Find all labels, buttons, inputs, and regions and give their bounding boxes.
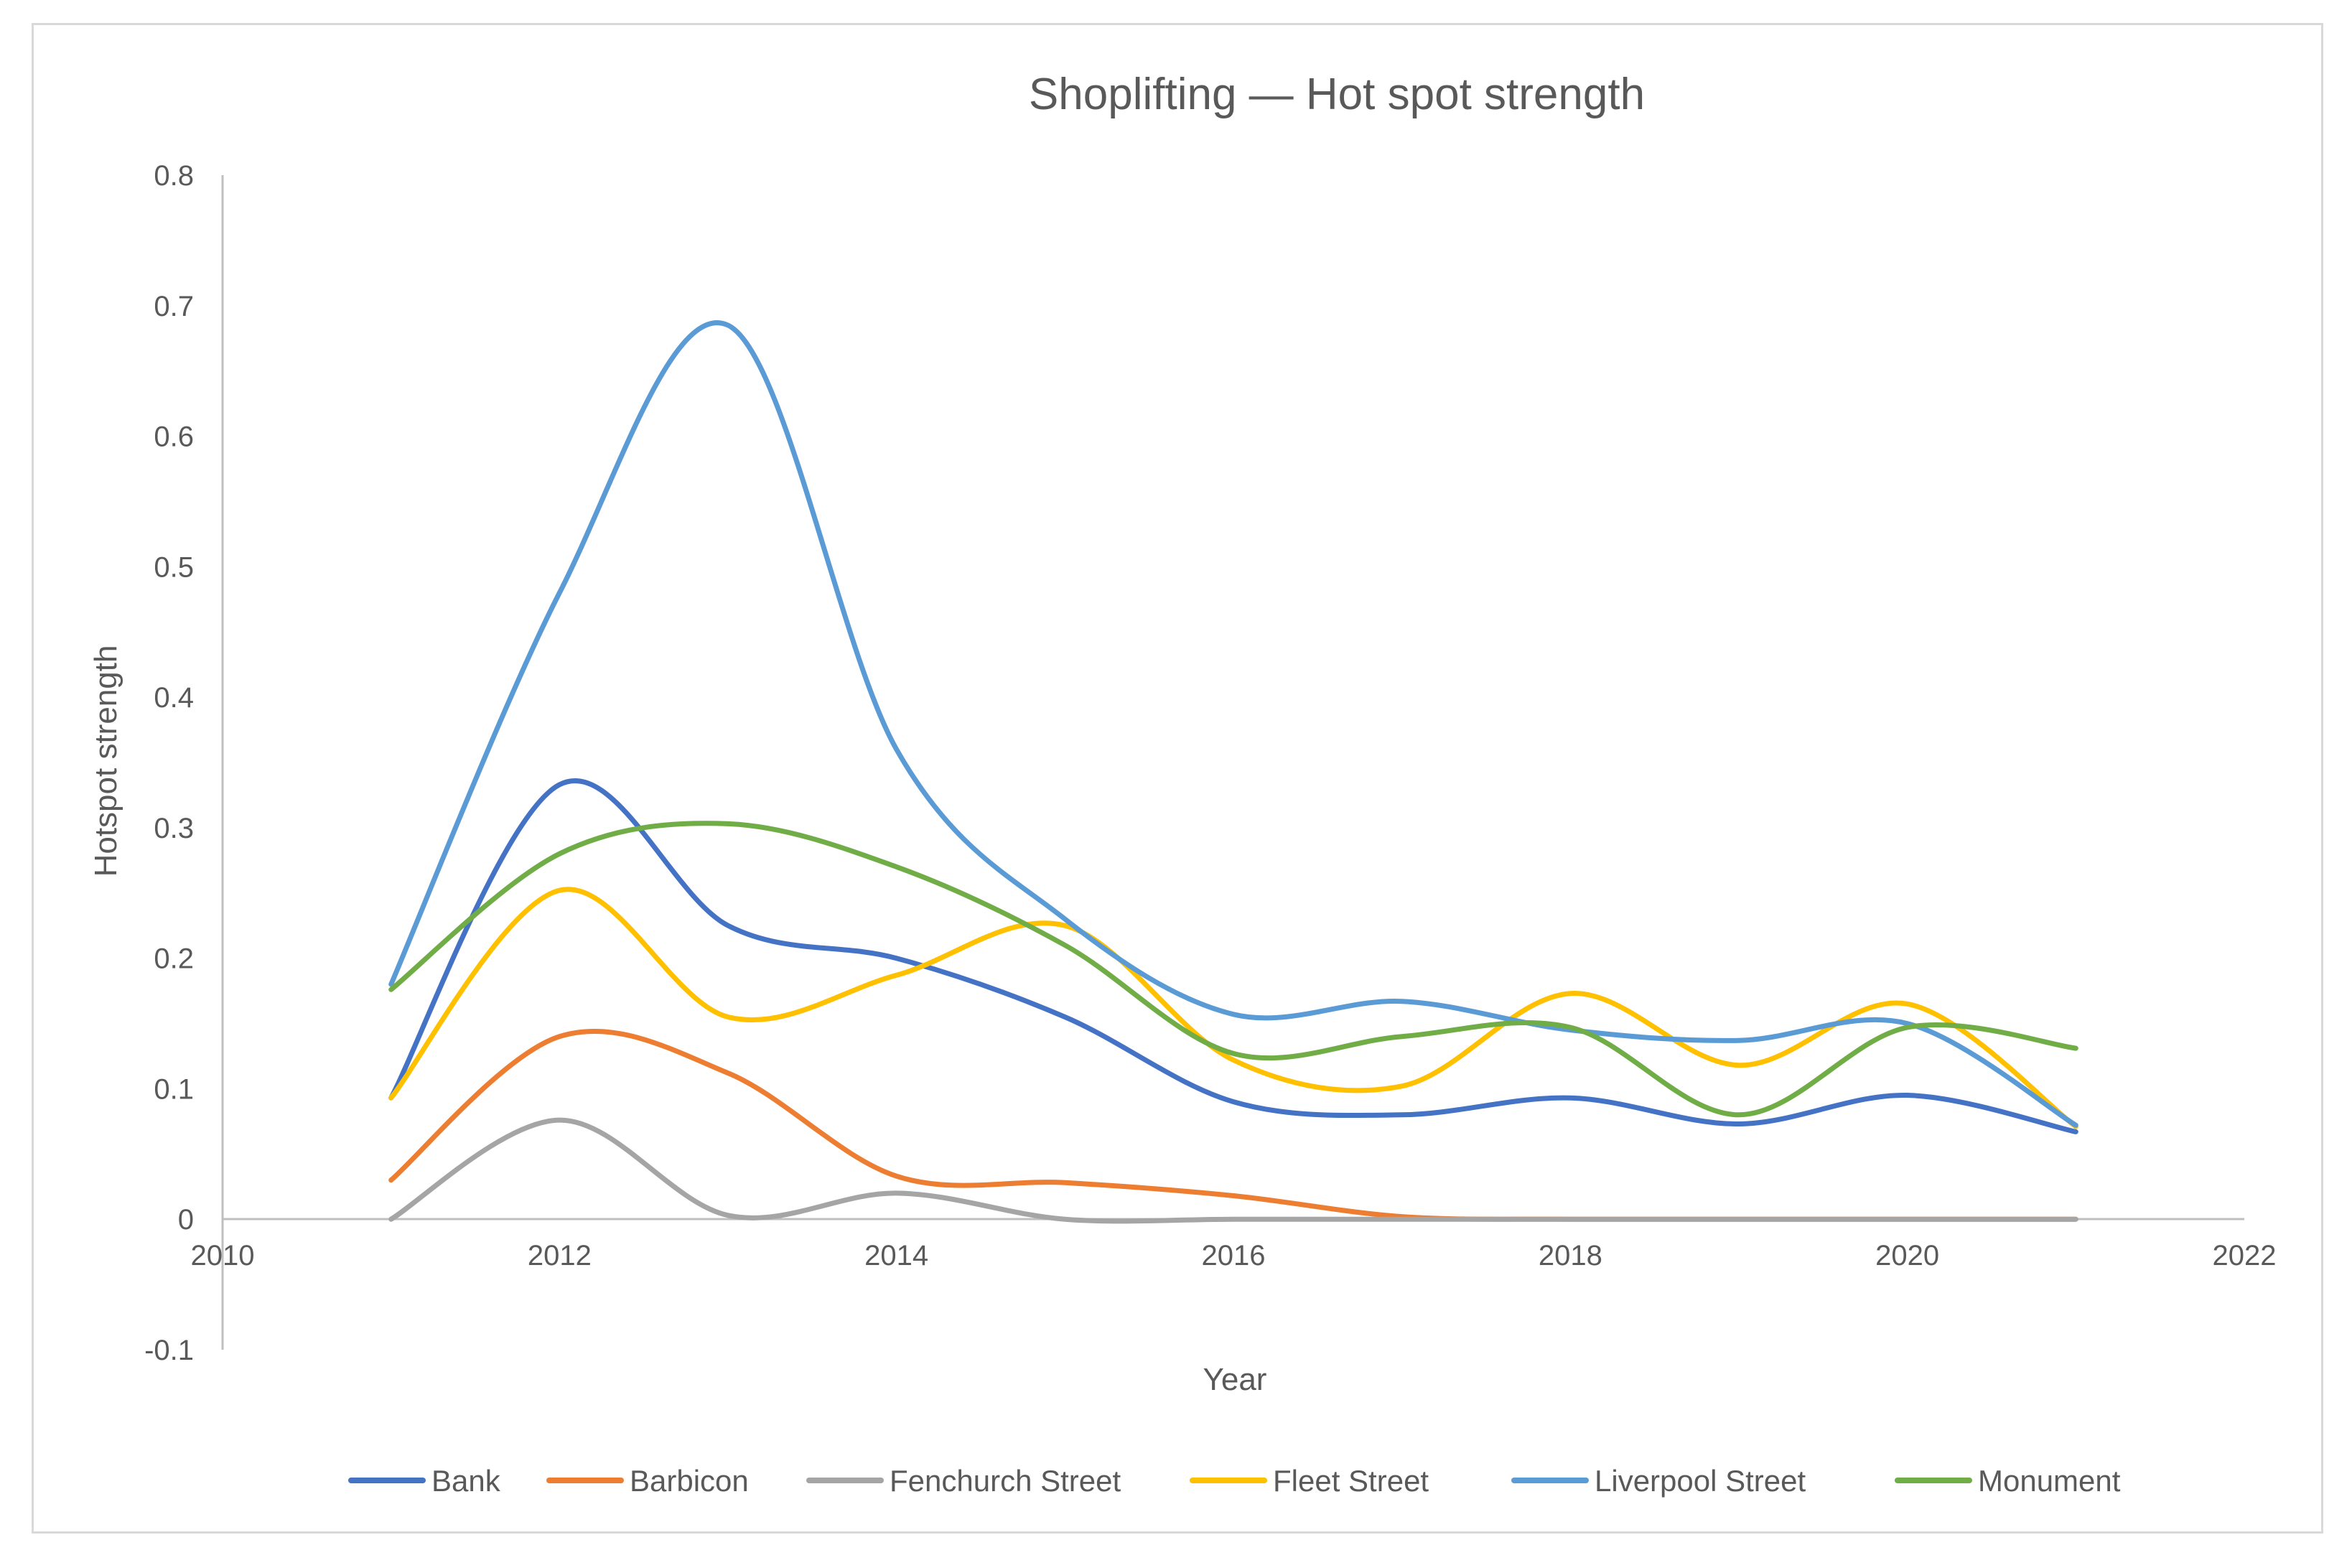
x-tick-labels: 2010 2012 2014 2016 2018 2020 2022 [191,1240,2277,1271]
y-tick-label: -0.1 [144,1335,194,1366]
legend-label: Fenchurch Street [890,1464,1121,1498]
legend-item-fenchurch-street[interactable]: Fenchurch Street [806,1464,1121,1498]
legend-label: Monument [1978,1464,2121,1498]
legend-label: Bank [431,1464,501,1498]
x-axis-title: Year [1203,1362,1267,1397]
legend[interactable]: Bank Barbicon Fenchurch Street Fleet Street… [348,1464,2121,1498]
chart-title: Shoplifting — Hot spot strength [1029,70,1645,119]
y-tick-label: 0.8 [154,160,194,192]
y-tick-label: 0.5 [154,551,194,583]
series-line-monument [388,821,2078,1118]
x-tick-label: 2016 [1202,1240,1266,1271]
x-tick-label: 2020 [1875,1240,1939,1271]
series-line-fleet-street [388,887,2078,1129]
y-tick-label: 0.7 [154,291,194,322]
y-tick-labels: -0.1 0 0.1 0.2 0.3 0.4 0.5 0.6 0.7 0.8 [144,160,194,1366]
y-tick-label: 0.2 [154,943,194,975]
y-tick-label: 0.1 [154,1073,194,1105]
legend-label: Liverpool Street [1595,1464,1806,1498]
legend-item-liverpool-street[interactable]: Liverpool Street [1511,1464,1806,1498]
x-tick-label: 2022 [2213,1240,2277,1271]
x-tick-label: 2010 [191,1240,255,1271]
series-line-fenchurch-street [388,1117,2078,1224]
y-tick-label: 0.4 [154,682,194,714]
legend-label: Fleet Street [1273,1464,1429,1498]
legend-item-fleet-street[interactable]: Fleet Street [1190,1464,1429,1498]
legend-label: Barbicon [630,1464,749,1498]
series-line-bank [388,778,2078,1134]
y-tick-label: 0.3 [154,813,194,844]
y-tick-label: 0 [178,1204,194,1236]
y-axis-title: Hotspot strength [88,645,123,877]
legend-item-barbicon[interactable]: Barbicon [546,1464,749,1498]
x-tick-label: 2012 [528,1240,592,1271]
x-tick-label: 2014 [864,1240,928,1271]
y-tick-label: 0.6 [154,421,194,453]
legend-item-monument[interactable]: Monument [1895,1464,2121,1498]
series-line-liverpool-street [388,320,2078,1128]
x-tick-label: 2018 [1539,1240,1602,1271]
series-lines [388,320,2078,1224]
legend-item-bank[interactable]: Bank [348,1464,501,1498]
chart-frame [32,23,2323,1534]
